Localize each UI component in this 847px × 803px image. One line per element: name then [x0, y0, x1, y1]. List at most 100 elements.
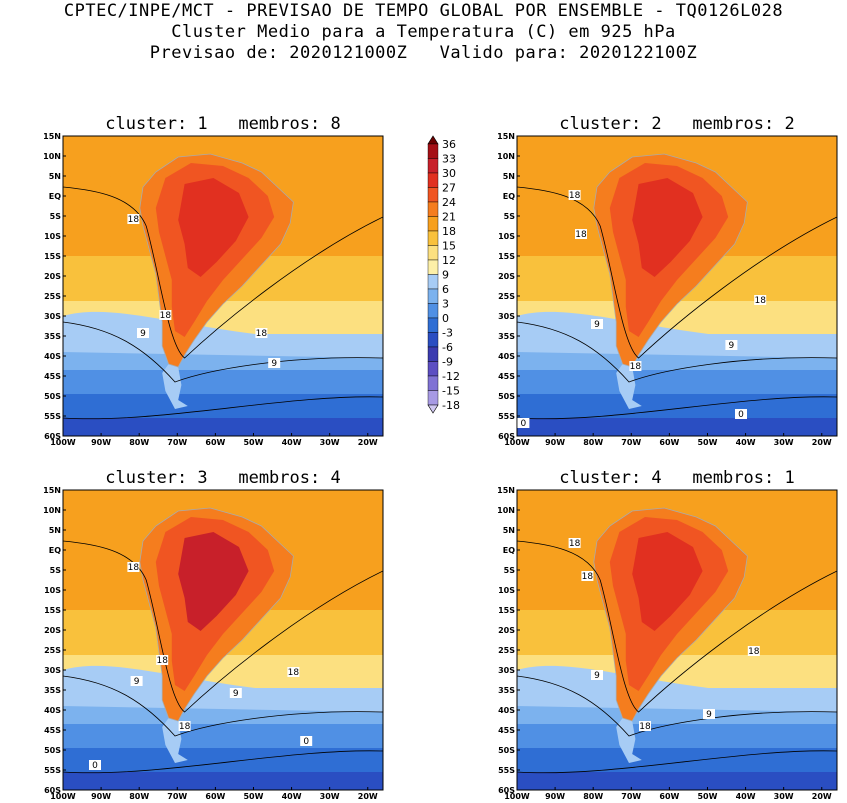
- lat-tick-label: EQ: [503, 192, 515, 201]
- contour-label-bg: [703, 709, 715, 719]
- lat-tick-label: 15S: [44, 606, 61, 615]
- band-3-6: [63, 724, 383, 749]
- colorbar-max-arrow: [427, 135, 439, 145]
- lon-tick-label: 70W: [621, 438, 641, 447]
- lon-tick-label: 90W: [545, 438, 565, 447]
- lat-tick-label: EQ: [503, 546, 515, 555]
- colorbar-min-arrow: [427, 404, 439, 414]
- contour-label-bg: [747, 646, 760, 656]
- panel-cluster-3: cluster: 3 membros: 4 15N 10N 5N EQ 5S 10S 15S…: [43, 469, 388, 801]
- colorbar-swatch: [427, 259, 439, 275]
- contour-label: 18: [179, 722, 191, 732]
- contour-9: [62, 321, 384, 383]
- contour-label-bg: [568, 190, 581, 200]
- lat-tick-label: 10N: [497, 506, 515, 515]
- panel-cluster-2: cluster: 2 membros: 2 15N 10N 5N EQ 5S 10S 15S…: [497, 114, 842, 447]
- band-9-12-wave: [63, 665, 383, 712]
- ocean-tropical: [517, 136, 597, 188]
- contour-18: [62, 540, 384, 713]
- contour-label-bg: [581, 571, 594, 581]
- lat-tick-label: 25S: [44, 292, 61, 301]
- contour-label-bg: [156, 655, 169, 665]
- lat-tick-label: 15N: [497, 486, 515, 495]
- lat-tick-label: 30S: [498, 312, 515, 321]
- lat-tick-label: 50S: [44, 746, 61, 755]
- contour-label: 18: [156, 656, 168, 666]
- forecast-dates: Previsao de: 2020121000Z Valido para: 20…: [149, 43, 698, 63]
- map-frame: [62, 135, 384, 437]
- coastline: [593, 153, 748, 368]
- band-3-6: [517, 724, 837, 749]
- lon-tick-label: 70W: [621, 792, 641, 801]
- colorbar-swatch: [427, 346, 439, 362]
- lon-tick-label: 80W: [583, 792, 603, 801]
- lat-tick-label: 10S: [498, 232, 515, 241]
- lat-tick-label: 40S: [498, 706, 515, 715]
- lat-tick-label: 55S: [498, 766, 515, 775]
- contour-label-bg: [754, 295, 767, 305]
- lon-tick-label: 30W: [774, 792, 794, 801]
- panel-title: cluster: 2 membros: 2: [559, 114, 795, 134]
- contour-label-bg: [575, 229, 587, 239]
- main-title: CPTEC/INPE/MCT - PREVISAO DE TEMPO GLOBA…: [63, 1, 784, 21]
- lat-tick-label: 5N: [49, 526, 61, 535]
- contour-label-bg: [130, 676, 143, 686]
- ocean-tropical: [517, 490, 597, 542]
- contour-9: [516, 321, 838, 383]
- lat-tick-label: 40S: [44, 352, 61, 361]
- contour-label-bg: [568, 538, 581, 548]
- colorbar-swatch: [427, 361, 439, 377]
- panel-title: cluster: 1 membros: 8: [105, 114, 341, 134]
- lon-tick-label: 40W: [282, 438, 302, 447]
- colorbar-swatch: [427, 172, 439, 188]
- lat-tick-label: 45S: [498, 726, 515, 735]
- contour-label: 0: [521, 419, 527, 429]
- panel-cluster-1: cluster: 1 membros: 8 15N 10N 5N EQ 5S 10S 15S…: [43, 114, 388, 447]
- lat-tick-label: EQ: [49, 546, 61, 555]
- lon-tick-label: 100W: [50, 792, 76, 801]
- lat-tick-label: 10S: [498, 586, 515, 595]
- lon-tick-label: 20W: [358, 438, 378, 447]
- contour-label: 18: [639, 722, 651, 732]
- colorbar-level-label: 21: [442, 211, 456, 224]
- lat-tick-label: EQ: [49, 192, 61, 201]
- colorbar-level-label: -12: [442, 370, 460, 383]
- contour-label: 0: [303, 737, 309, 747]
- lat-tick-label: 40S: [498, 352, 515, 361]
- lat-tick-label: 25S: [498, 292, 515, 301]
- contour-label: 18: [575, 230, 587, 240]
- contour-label: 9: [706, 710, 712, 720]
- lat-tick-label: 50S: [498, 746, 515, 755]
- colorbar-level-label: 33: [442, 153, 456, 166]
- colorbar-swatch: [427, 375, 439, 391]
- lon-tick-label: 60W: [205, 438, 225, 447]
- lon-tick-label: 50W: [243, 792, 263, 801]
- colorbar-swatch: [427, 187, 439, 203]
- panel-cluster-4: cluster: 4 membros: 1 15N 10N 5N EQ 5S 10S 15S…: [497, 469, 842, 801]
- lat-tick-label: 5S: [504, 212, 516, 221]
- lat-tick-label: 20S: [44, 272, 61, 281]
- lon-tick-label: 100W: [50, 438, 76, 447]
- colorbar-level-label: 3: [442, 298, 449, 311]
- map-cluster-2: 15N 10N 5N EQ 5S 10S 15S 20S 25S 30S 35S 40S 45S 50S 5…: [497, 132, 838, 447]
- band-below-0: [63, 772, 383, 791]
- colorbar-level-label: 18: [442, 225, 456, 238]
- contour-label-bg: [591, 319, 603, 329]
- lon-tick-label: 80W: [129, 438, 149, 447]
- lat-tick-label: 60S: [498, 432, 515, 441]
- lat-tick-label: 50S: [44, 392, 61, 401]
- contour-label-bg: [178, 721, 191, 731]
- colorbar-level-label: 15: [442, 240, 456, 253]
- map-cluster-3: 15N 10N 5N EQ 5S 10S 15S 20S 25S 30S 35S 40S 45S 50S 5…: [43, 486, 384, 801]
- lat-tick-label: 15N: [43, 132, 61, 141]
- lon-tick-label: 80W: [129, 792, 149, 801]
- lat-tick-label: 50S: [498, 392, 515, 401]
- band-3-6: [517, 370, 837, 395]
- lat-tick-label: 15N: [497, 132, 515, 141]
- contour-0: [516, 750, 838, 774]
- contour-label-bg: [300, 736, 313, 746]
- lat-tick-label: 55S: [44, 766, 61, 775]
- lon-tick-label: 100W: [504, 438, 530, 447]
- contour-label: 18: [288, 668, 300, 678]
- contour-18: [62, 186, 384, 359]
